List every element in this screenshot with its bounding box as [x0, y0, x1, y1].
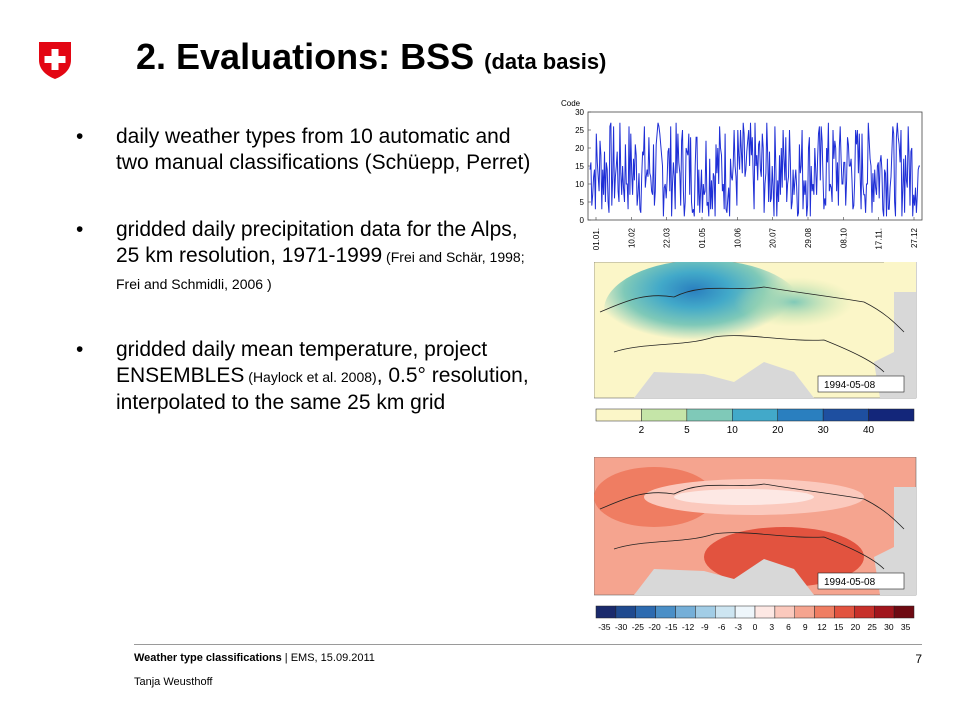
bullet-dot: • — [76, 338, 84, 361]
precip-date: 1994-05-08 — [824, 380, 876, 391]
colorbar-label: 40 — [863, 425, 875, 436]
title-sub: (data basis) — [484, 49, 607, 74]
colorbar-cell — [595, 408, 642, 422]
colorbar-label: -25 — [632, 622, 645, 632]
colorbar-cell — [868, 408, 915, 422]
colorbar-label: 30 — [884, 622, 894, 632]
alps-contour — [599, 483, 905, 530]
footer-event: | EMS, 15.09.2011 — [281, 652, 375, 664]
page-title: 2. Evaluations: BSS (data basis) — [136, 36, 606, 78]
ytick-label: 25 — [575, 126, 584, 135]
citation: (Haylock et al. 2008) — [244, 369, 377, 385]
temperature-map: 1994-05-08 — [594, 457, 917, 596]
colorbar-cell — [854, 605, 875, 619]
bullet-dot: • — [76, 125, 84, 148]
swiss-shield-logo — [39, 42, 71, 79]
xtick-label: 10.02 — [627, 227, 636, 248]
bullet-item: • gridded daily mean temperature, projec… — [76, 338, 529, 414]
timeseries-xticks: 01.01. 10.02 22.03 01.05 10.06 20.07 29.08 08.1… — [592, 217, 919, 250]
colorbar-label: 2 — [639, 425, 645, 436]
colorbar-cell — [893, 605, 915, 619]
bullet-list: • daily weather types from 10 automatic … — [76, 124, 536, 456]
colorbar-cell — [655, 605, 676, 619]
colorbar-cell — [814, 605, 835, 619]
footer-meta: Weather type classifications | EMS, 15.0… — [134, 652, 375, 664]
colorbar-cell — [615, 605, 636, 619]
colorbar-cell — [822, 408, 869, 422]
colorbar-label: 5 — [684, 425, 690, 436]
colorbar-label: -6 — [718, 622, 726, 632]
colorbar-label: -12 — [682, 622, 695, 632]
footer-title: Weather type classifications — [134, 652, 282, 664]
colorbar-cell — [715, 605, 736, 619]
alps-contour — [599, 286, 905, 333]
colorbar-label: 25 — [867, 622, 877, 632]
page-number: 7 — [915, 652, 922, 666]
weather-type-timeseries: Code 30 25 20 15 10 5 0 01.01. 10.02 22.03 01.05 1… — [561, 99, 923, 250]
bullet-dot: • — [76, 218, 84, 241]
xtick-label: 20.07 — [769, 227, 778, 248]
colorbar-cell — [641, 408, 688, 422]
colorbar-label: 15 — [834, 622, 844, 632]
sea-mask — [874, 487, 916, 595]
ytick-label: 0 — [580, 216, 585, 225]
colorbar-cell — [777, 408, 824, 422]
xtick-label: 27.12 — [910, 227, 919, 248]
colorbar-label: -35 — [598, 622, 611, 632]
footer-divider — [134, 644, 922, 645]
colorbar-label: 10 — [727, 425, 739, 436]
ytick-label: 15 — [575, 162, 584, 171]
colorbar-label: 30 — [818, 425, 830, 436]
colorbar-label: 20 — [851, 622, 861, 632]
timeseries-line — [589, 122, 920, 217]
colorbar-label: 0 — [753, 622, 758, 632]
colorbar-label: 20 — [772, 425, 784, 436]
ytick-label: 10 — [575, 180, 584, 189]
colorbar-cell — [794, 605, 815, 619]
colorbar-cell — [675, 605, 696, 619]
colorbar-label: -15 — [665, 622, 678, 632]
xtick-label: 29.08 — [804, 227, 813, 248]
colorbar-cell — [635, 605, 656, 619]
temp-date: 1994-05-08 — [824, 577, 876, 588]
precip-colorbar: 2 5 10 20 30 40 — [595, 408, 915, 436]
title-main: 2. Evaluations: BSS — [136, 36, 475, 77]
colorbar-cell — [874, 605, 895, 619]
xtick-label: 08.10 — [839, 227, 848, 248]
colorbar-label: 35 — [901, 622, 911, 632]
ytick-label: 30 — [575, 108, 584, 117]
timeseries-yticks: 30 25 20 15 10 5 0 — [575, 108, 591, 225]
xtick-label: 01.01. — [592, 228, 601, 250]
colorbar-label: -9 — [701, 622, 709, 632]
colorbar-cell — [754, 605, 776, 619]
colorbar-cell — [595, 605, 617, 619]
sea-mask — [874, 292, 916, 398]
bullet-item: • gridded daily precipitation data for t… — [76, 218, 525, 292]
xtick-label: 22.03 — [663, 227, 672, 248]
colorbar-cell — [834, 605, 855, 619]
colorbar-label: -30 — [615, 622, 628, 632]
colorbar-label: 12 — [817, 622, 827, 632]
citation: (Frei and Schär, 1998; Frei and Schmidli… — [116, 249, 525, 292]
precipitation-map: 1994-05-08 — [594, 262, 917, 399]
colorbar-cell — [734, 605, 756, 619]
colorbar-cell — [774, 605, 795, 619]
colorbar-cell — [732, 408, 778, 422]
colorbar-label: 9 — [803, 622, 808, 632]
colorbar-label: 3 — [769, 622, 774, 632]
ytick-label: 5 — [580, 198, 585, 207]
colorbar-label: -3 — [734, 622, 742, 632]
footer-author: Tanja Weusthoff — [134, 676, 213, 688]
colorbar-label: -20 — [648, 622, 661, 632]
timeseries-ylabel: Code — [561, 99, 581, 108]
xtick-label: 10.06 — [733, 227, 742, 248]
temperature-colorbar: -35 -30 -25 -20 -15 -12 -9 -6 -3 0 3 6 9 12 15 20 25 30 35 — [595, 605, 915, 632]
colorbar-cell — [695, 605, 716, 619]
ytick-label: 20 — [575, 144, 584, 153]
colorbar-cell — [686, 408, 733, 422]
bullet-item: • daily weather types from 10 automatic … — [76, 125, 531, 174]
xtick-label: 01.05 — [698, 227, 707, 248]
xtick-label: 17.11. — [875, 228, 884, 250]
colorbar-label: 6 — [786, 622, 791, 632]
